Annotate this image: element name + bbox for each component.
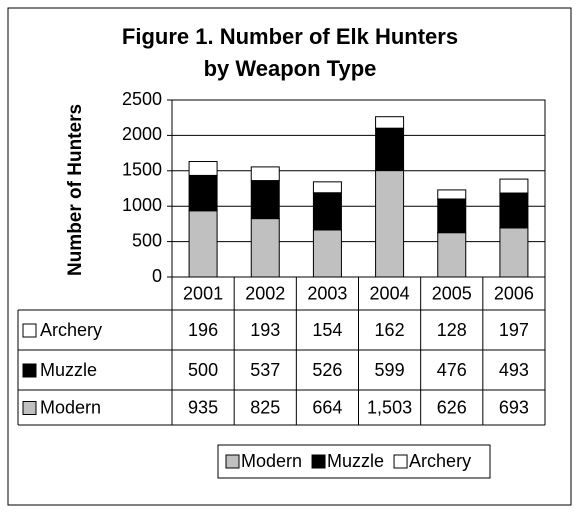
table-row-label: Modern [40,397,101,417]
legend [217,444,491,479]
table-value: 626 [437,397,467,417]
y-tick-label: 1500 [122,160,162,180]
y-tick-label: 1000 [122,195,162,215]
x-tick-label: 2006 [494,283,534,303]
table-value: 476 [437,360,467,380]
x-tick-label: 2005 [432,283,472,303]
table-value: 128 [437,320,467,340]
table-value: 193 [250,320,280,340]
table-value: 935 [188,397,218,417]
legend-swatch [311,454,326,469]
y-tick-label: 500 [132,230,162,250]
table-value: 197 [499,320,529,340]
y-tick-label: 2500 [122,89,162,109]
table-row-label: Archery [40,320,102,340]
bar-segment [375,127,405,172]
table-value: 664 [312,397,342,417]
legend-swatch [225,454,240,469]
table-value: 162 [375,320,405,340]
table-legend-swatch [22,401,37,415]
bar-segment [375,116,405,129]
table-value: 825 [250,397,280,417]
table-legend-swatch [22,363,37,378]
bar-segment [312,181,342,194]
bar-segment [375,170,405,278]
bar-segment [437,198,467,234]
plot-area [171,99,546,278]
x-tick-label: 2004 [370,283,410,303]
bar-segment [250,180,280,220]
x-tick-label: 2003 [307,283,347,303]
chart-title: Figure 1. Number of Elk Hunters [122,24,458,49]
table-value: 154 [312,320,342,340]
table-value: 693 [499,397,529,417]
bar-segment [312,229,342,278]
table-value: 1,503 [367,397,412,417]
table-value: 493 [499,360,529,380]
table-row-label: Muzzle [40,360,97,380]
legend-label: Modern [241,451,302,471]
bar-segment [312,192,342,231]
table-value: 526 [312,360,342,380]
bar-segment [250,218,280,278]
legend-swatch [393,454,408,469]
legend-label: Muzzle [327,451,384,471]
bar-segment [188,174,218,212]
bar-segment [499,192,529,229]
bar-segment [250,166,280,182]
bar-segment [437,232,467,278]
table-legend-swatch [22,323,37,338]
legend-label: Archery [409,451,471,471]
bar-segment [499,178,529,194]
y-tick-label: 0 [152,266,162,286]
table-value: 599 [375,360,405,380]
x-tick-label: 2002 [245,283,285,303]
bar-segment [188,161,218,176]
table-value: 500 [188,360,218,380]
table-value: 537 [250,360,280,380]
bar-segment [437,189,467,200]
y-tick-label: 2000 [122,124,162,144]
x-tick-label: 2001 [183,283,223,303]
bar-segment [499,227,529,278]
y-axis-title: Number of Hunters [65,104,86,276]
chart-subtitle: by Weapon Type [204,56,377,81]
table-value: 196 [188,320,218,340]
bar-segment [188,210,218,278]
